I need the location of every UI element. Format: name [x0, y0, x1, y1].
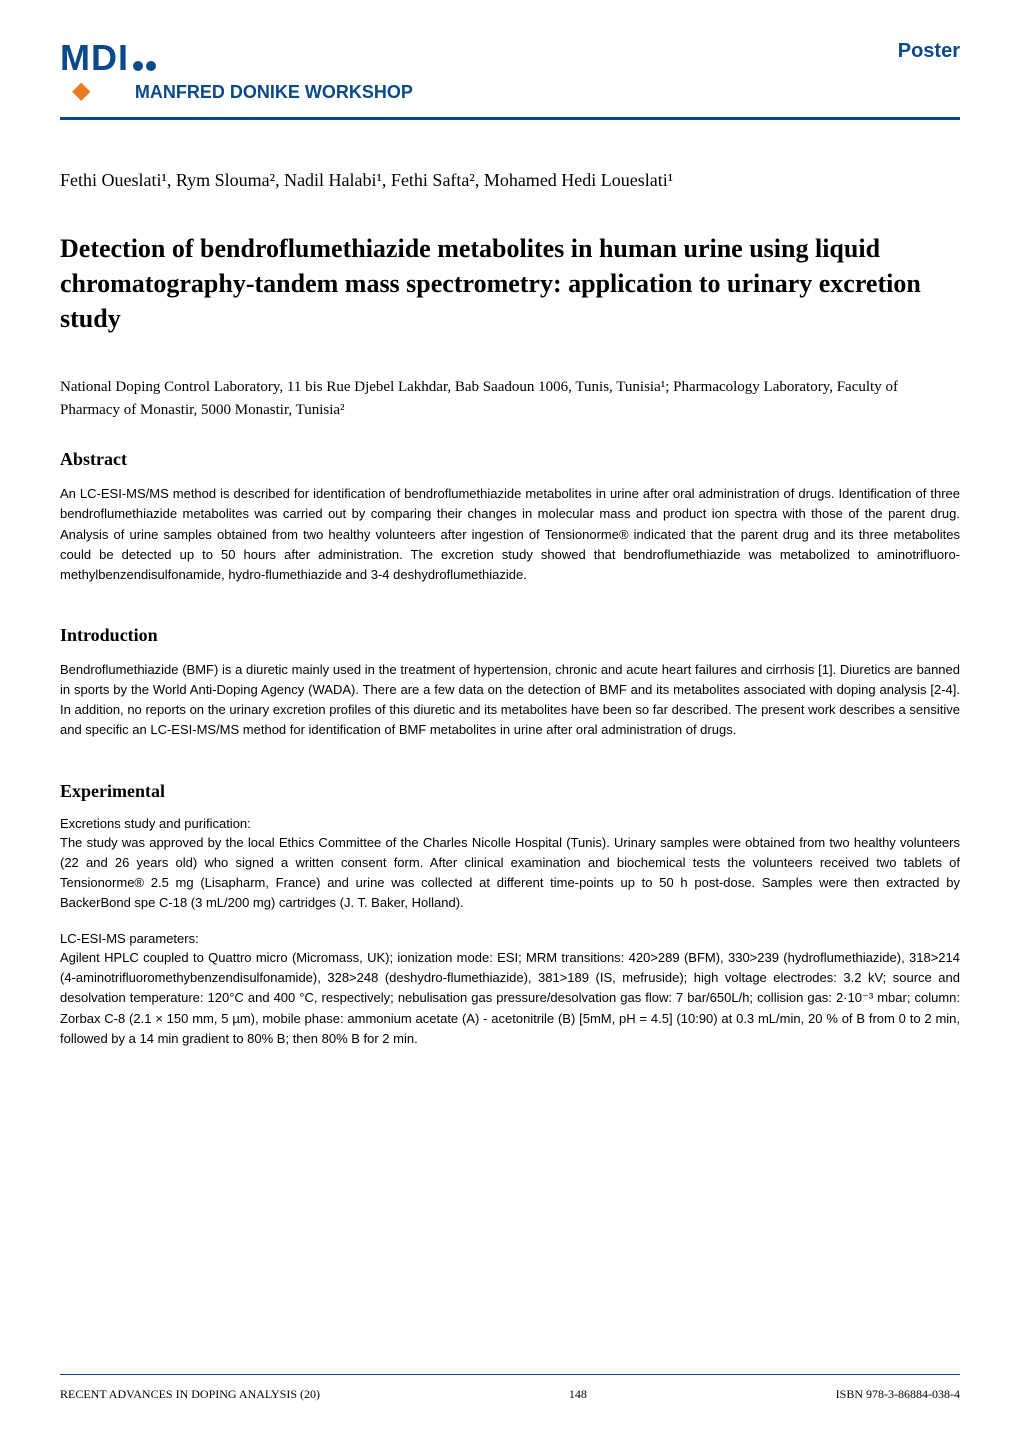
introduction-heading: Introduction — [60, 625, 960, 646]
logo-dots-icon — [133, 61, 156, 71]
poster-label: Poster — [898, 40, 960, 63]
header: MDI ◆ MANFRED DONIKE WORKSHOP Poster — [60, 40, 960, 105]
diamond-icon: ◆ — [72, 77, 90, 104]
affiliations: National Doping Control Laboratory, 11 b… — [60, 376, 960, 421]
footer-row: RECENT ADVANCES IN DOPING ANALYSIS (20) … — [60, 1387, 960, 1402]
footer-isbn: ISBN 978-3-86884-038-4 — [836, 1387, 960, 1402]
experimental-sub1-label: Excretions study and purification: — [60, 816, 960, 831]
logo-block: MDI ◆ MANFRED DONIKE WORKSHOP — [60, 40, 413, 105]
top-divider — [60, 117, 960, 120]
footer-left: RECENT ADVANCES IN DOPING ANALYSIS (20) — [60, 1387, 320, 1402]
abstract-text: An LC-ESI-MS/MS method is described for … — [60, 484, 960, 585]
workshop-name: MANFRED DONIKE WORKSHOP — [135, 82, 413, 102]
footer-page-number: 148 — [569, 1387, 587, 1402]
authors-line: Fethi Oueslati¹, Rym Slouma², Nadil Hala… — [60, 170, 960, 191]
experimental-sub2-label: LC-ESI-MS parameters: — [60, 931, 960, 946]
introduction-text: Bendroflumethiazide (BMF) is a diuretic … — [60, 660, 960, 741]
footer: RECENT ADVANCES IN DOPING ANALYSIS (20) … — [60, 1374, 960, 1402]
abstract-heading: Abstract — [60, 449, 960, 470]
logo-text: MDI — [60, 37, 129, 78]
experimental-sub2-text: Agilent HPLC coupled to Quattro micro (M… — [60, 948, 960, 1049]
logo-subrow: ◆ MANFRED DONIKE WORKSHOP — [60, 76, 413, 105]
experimental-heading: Experimental — [60, 781, 960, 802]
paper-title: Detection of bendroflumethiazide metabol… — [60, 231, 960, 336]
logo-row: MDI — [60, 40, 413, 76]
experimental-sub1-text: The study was approved by the local Ethi… — [60, 833, 960, 914]
bottom-divider — [60, 1374, 960, 1375]
